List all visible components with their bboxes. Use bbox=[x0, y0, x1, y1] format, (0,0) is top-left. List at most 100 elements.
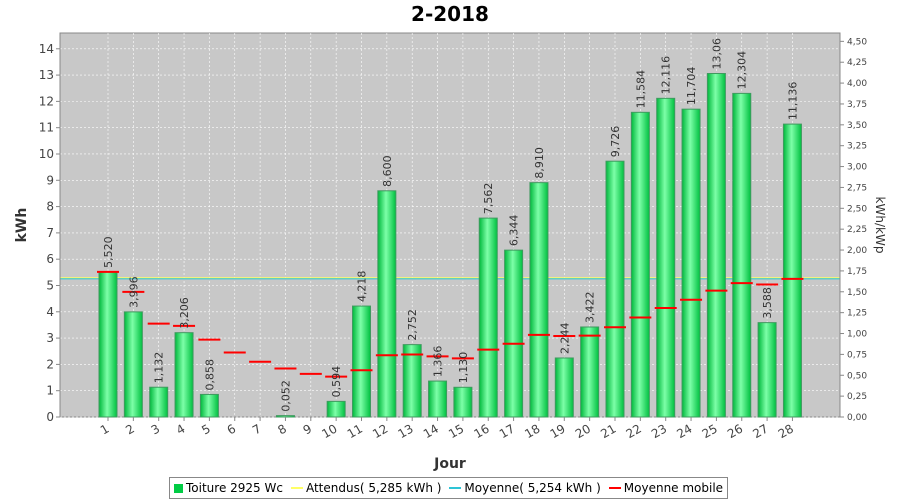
chart-title: 2-2018 bbox=[411, 2, 489, 26]
bar-day-20 bbox=[580, 326, 600, 418]
data-label: 1,366 bbox=[432, 346, 445, 378]
y-tick-label-left: 8 bbox=[46, 200, 54, 214]
y-tick-label-right: 3,00 bbox=[847, 163, 867, 173]
data-label: 2,752 bbox=[406, 309, 419, 341]
x-tick-label: 15 bbox=[446, 421, 466, 441]
y-tick-label-right: 2,25 bbox=[847, 225, 867, 235]
y-tick-label-right: 2,00 bbox=[847, 246, 867, 256]
y-tick-label-right: 3,75 bbox=[847, 100, 867, 110]
y-tick-label-left: 2 bbox=[46, 357, 54, 371]
y-tick-label-right: 2,50 bbox=[847, 204, 867, 214]
legend: Toiture 2925 Wc Attendus( 5,285 kWh ) Mo… bbox=[169, 477, 729, 499]
bar-day-8 bbox=[275, 415, 295, 418]
data-label: 6,344 bbox=[508, 215, 521, 247]
x-tick-label: 6 bbox=[225, 421, 239, 437]
x-tick-label: 23 bbox=[649, 421, 669, 441]
legend-label-moyenne: Moyenne( 5,254 kWh ) bbox=[464, 481, 601, 495]
y-tick-label-left: 14 bbox=[39, 42, 54, 56]
y-tick-label-left: 1 bbox=[46, 384, 54, 398]
x-tick-label: 9 bbox=[301, 421, 315, 437]
bar-day-4 bbox=[174, 332, 194, 418]
y-tick-label-right: 3,25 bbox=[847, 142, 867, 152]
bar-day-22 bbox=[630, 111, 650, 418]
legend-swatch-attendus bbox=[290, 487, 303, 489]
x-tick-label: 20 bbox=[573, 421, 593, 441]
data-label: 8,600 bbox=[381, 155, 394, 187]
x-axis-label: Jour bbox=[433, 456, 466, 472]
x-tick-label: 19 bbox=[548, 421, 568, 441]
data-label: 12,116 bbox=[660, 56, 673, 95]
x-tick-label: 8 bbox=[275, 421, 289, 437]
x-tick-label: 3 bbox=[149, 421, 163, 437]
x-tick-label: 5 bbox=[199, 421, 213, 437]
data-label: 9,726 bbox=[609, 126, 622, 158]
legend-swatch-moyenne bbox=[449, 487, 462, 489]
legend-label-toiture: Toiture 2925 Wc bbox=[186, 481, 283, 495]
data-label: 3,422 bbox=[584, 291, 597, 323]
x-tick-label: 17 bbox=[497, 421, 517, 441]
data-label: 1,130 bbox=[457, 352, 470, 384]
legend-item-toiture: Toiture 2925 Wc bbox=[174, 481, 283, 495]
x-tick-label: 27 bbox=[750, 421, 770, 441]
bar-day-18 bbox=[529, 182, 549, 418]
x-tick-label: 16 bbox=[472, 421, 492, 441]
y-tick-label-right: 1,00 bbox=[847, 330, 867, 340]
y-tick-label-left: 9 bbox=[46, 173, 54, 187]
y-tick-label-right: 3,50 bbox=[847, 121, 867, 131]
bar-day-25 bbox=[706, 73, 726, 418]
x-tick-label: 7 bbox=[250, 421, 264, 437]
bar-day-15 bbox=[453, 386, 473, 418]
data-label: 1,132 bbox=[153, 352, 166, 384]
y-tick-label-left: 0 bbox=[46, 410, 54, 424]
y-tick-label-right: 1,50 bbox=[847, 288, 867, 298]
x-tick-label: 14 bbox=[421, 421, 441, 441]
x-tick-label: 21 bbox=[598, 421, 618, 441]
data-label: 3,996 bbox=[127, 276, 140, 308]
y-tick-label-left: 4 bbox=[46, 305, 54, 319]
y-tick-label-right: 1,75 bbox=[847, 267, 867, 277]
legend-item-attendus: Attendus( 5,285 kWh ) bbox=[290, 481, 441, 495]
y-tick-label-right: 0,75 bbox=[847, 350, 867, 360]
bar-day-14 bbox=[428, 380, 448, 418]
bar-day-1 bbox=[98, 271, 118, 418]
data-label: 13,06 bbox=[710, 38, 723, 70]
x-tick-label: 28 bbox=[776, 421, 796, 441]
y-tick-label-right: 4,50 bbox=[847, 37, 867, 47]
data-label: 2,244 bbox=[558, 322, 571, 354]
bar-day-5 bbox=[199, 393, 219, 418]
bar-day-26 bbox=[732, 92, 752, 418]
bar-day-16 bbox=[478, 217, 498, 418]
bar-day-23 bbox=[656, 97, 676, 418]
legend-swatch-toiture bbox=[174, 483, 183, 493]
x-tick-label: 18 bbox=[522, 421, 542, 441]
y-tick-label-left: 3 bbox=[46, 331, 54, 345]
y-axis-label-right: kWh/kWp bbox=[873, 197, 887, 254]
bar-day-28 bbox=[782, 123, 802, 418]
data-label: 11,136 bbox=[786, 82, 799, 121]
y-tick-label-right: 1,25 bbox=[847, 309, 867, 319]
bar-day-11 bbox=[352, 305, 371, 418]
legend-label-moyenne-mobile: Moyenne mobile bbox=[623, 481, 724, 495]
y-tick-label-right: 0,00 bbox=[847, 413, 867, 423]
bar-day-10 bbox=[326, 400, 346, 418]
x-tick-label: 12 bbox=[370, 421, 390, 441]
data-label: 11,584 bbox=[634, 70, 647, 109]
y-tick-label-right: 4,25 bbox=[847, 58, 867, 68]
x-tick-label: 26 bbox=[725, 421, 745, 441]
y-tick-label-left: 5 bbox=[46, 278, 54, 292]
x-tick-label: 11 bbox=[345, 421, 365, 441]
bar-day-2 bbox=[123, 311, 143, 418]
y-tick-label-right: 0,25 bbox=[847, 392, 867, 402]
bar-day-17 bbox=[504, 249, 524, 418]
y-tick-label-left: 12 bbox=[39, 94, 54, 108]
data-label: 3,588 bbox=[761, 287, 774, 319]
x-tick-label: 22 bbox=[624, 421, 644, 441]
y-tick-label-right: 2,75 bbox=[847, 183, 867, 193]
data-label: 11,704 bbox=[685, 67, 698, 106]
y-tick-label-right: 0,50 bbox=[847, 371, 867, 381]
bar-day-27 bbox=[757, 322, 777, 418]
y-tick-label-left: 13 bbox=[39, 68, 54, 82]
legend-item-moyenne: Moyenne( 5,254 kWh ) bbox=[449, 481, 601, 495]
legend-swatch-moyenne-mobile bbox=[608, 487, 621, 489]
